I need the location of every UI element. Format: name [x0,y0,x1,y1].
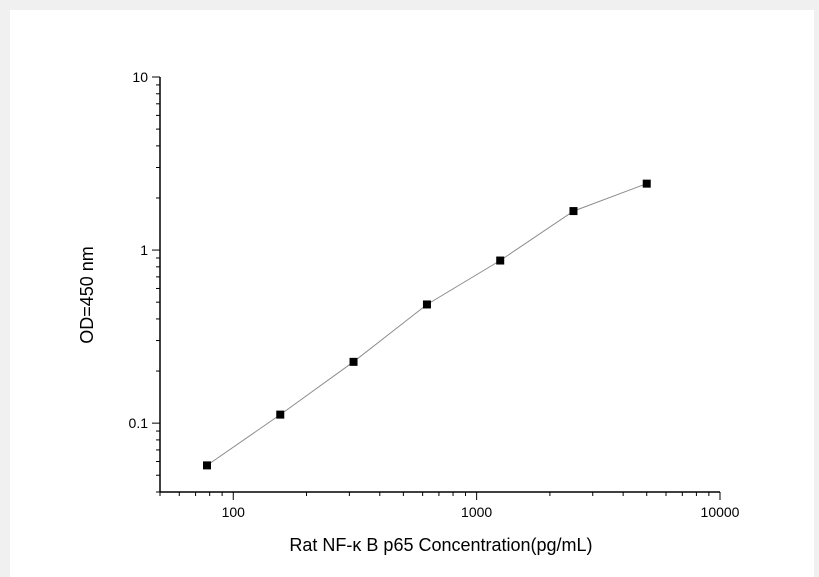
data-point [422,300,431,309]
y-tick-label: 10 [132,69,148,85]
x-tick-label: 10000 [701,504,740,520]
data-point [642,179,651,188]
data-point [203,461,212,470]
x-axis-title: Rat NF-κ B p65 Concentration(pg/mL) [289,535,592,555]
tick-marks [152,76,721,500]
x-tick-label: 1000 [461,504,492,520]
axes [159,77,720,493]
od-concentration-chart: 100 1000 10000 0.1 1 10 Rat NF-κ B p65 Concen… [77,69,740,555]
chart-frame: 100 1000 10000 0.1 1 10 Rat NF-κ B p65 Concen… [10,10,814,577]
y-tick-label: 1 [140,242,148,258]
y-tick-label: 0.1 [129,415,149,431]
tick-labels: 100 1000 10000 0.1 1 10 [129,69,740,520]
x-tick-label: 100 [222,504,246,520]
series-line [206,183,647,466]
data-point [496,256,505,265]
data-point [349,357,358,366]
data-point [276,410,285,419]
data-markers [203,179,651,470]
data-point [569,207,578,216]
y-axis-title: OD=450 nm [77,246,97,344]
